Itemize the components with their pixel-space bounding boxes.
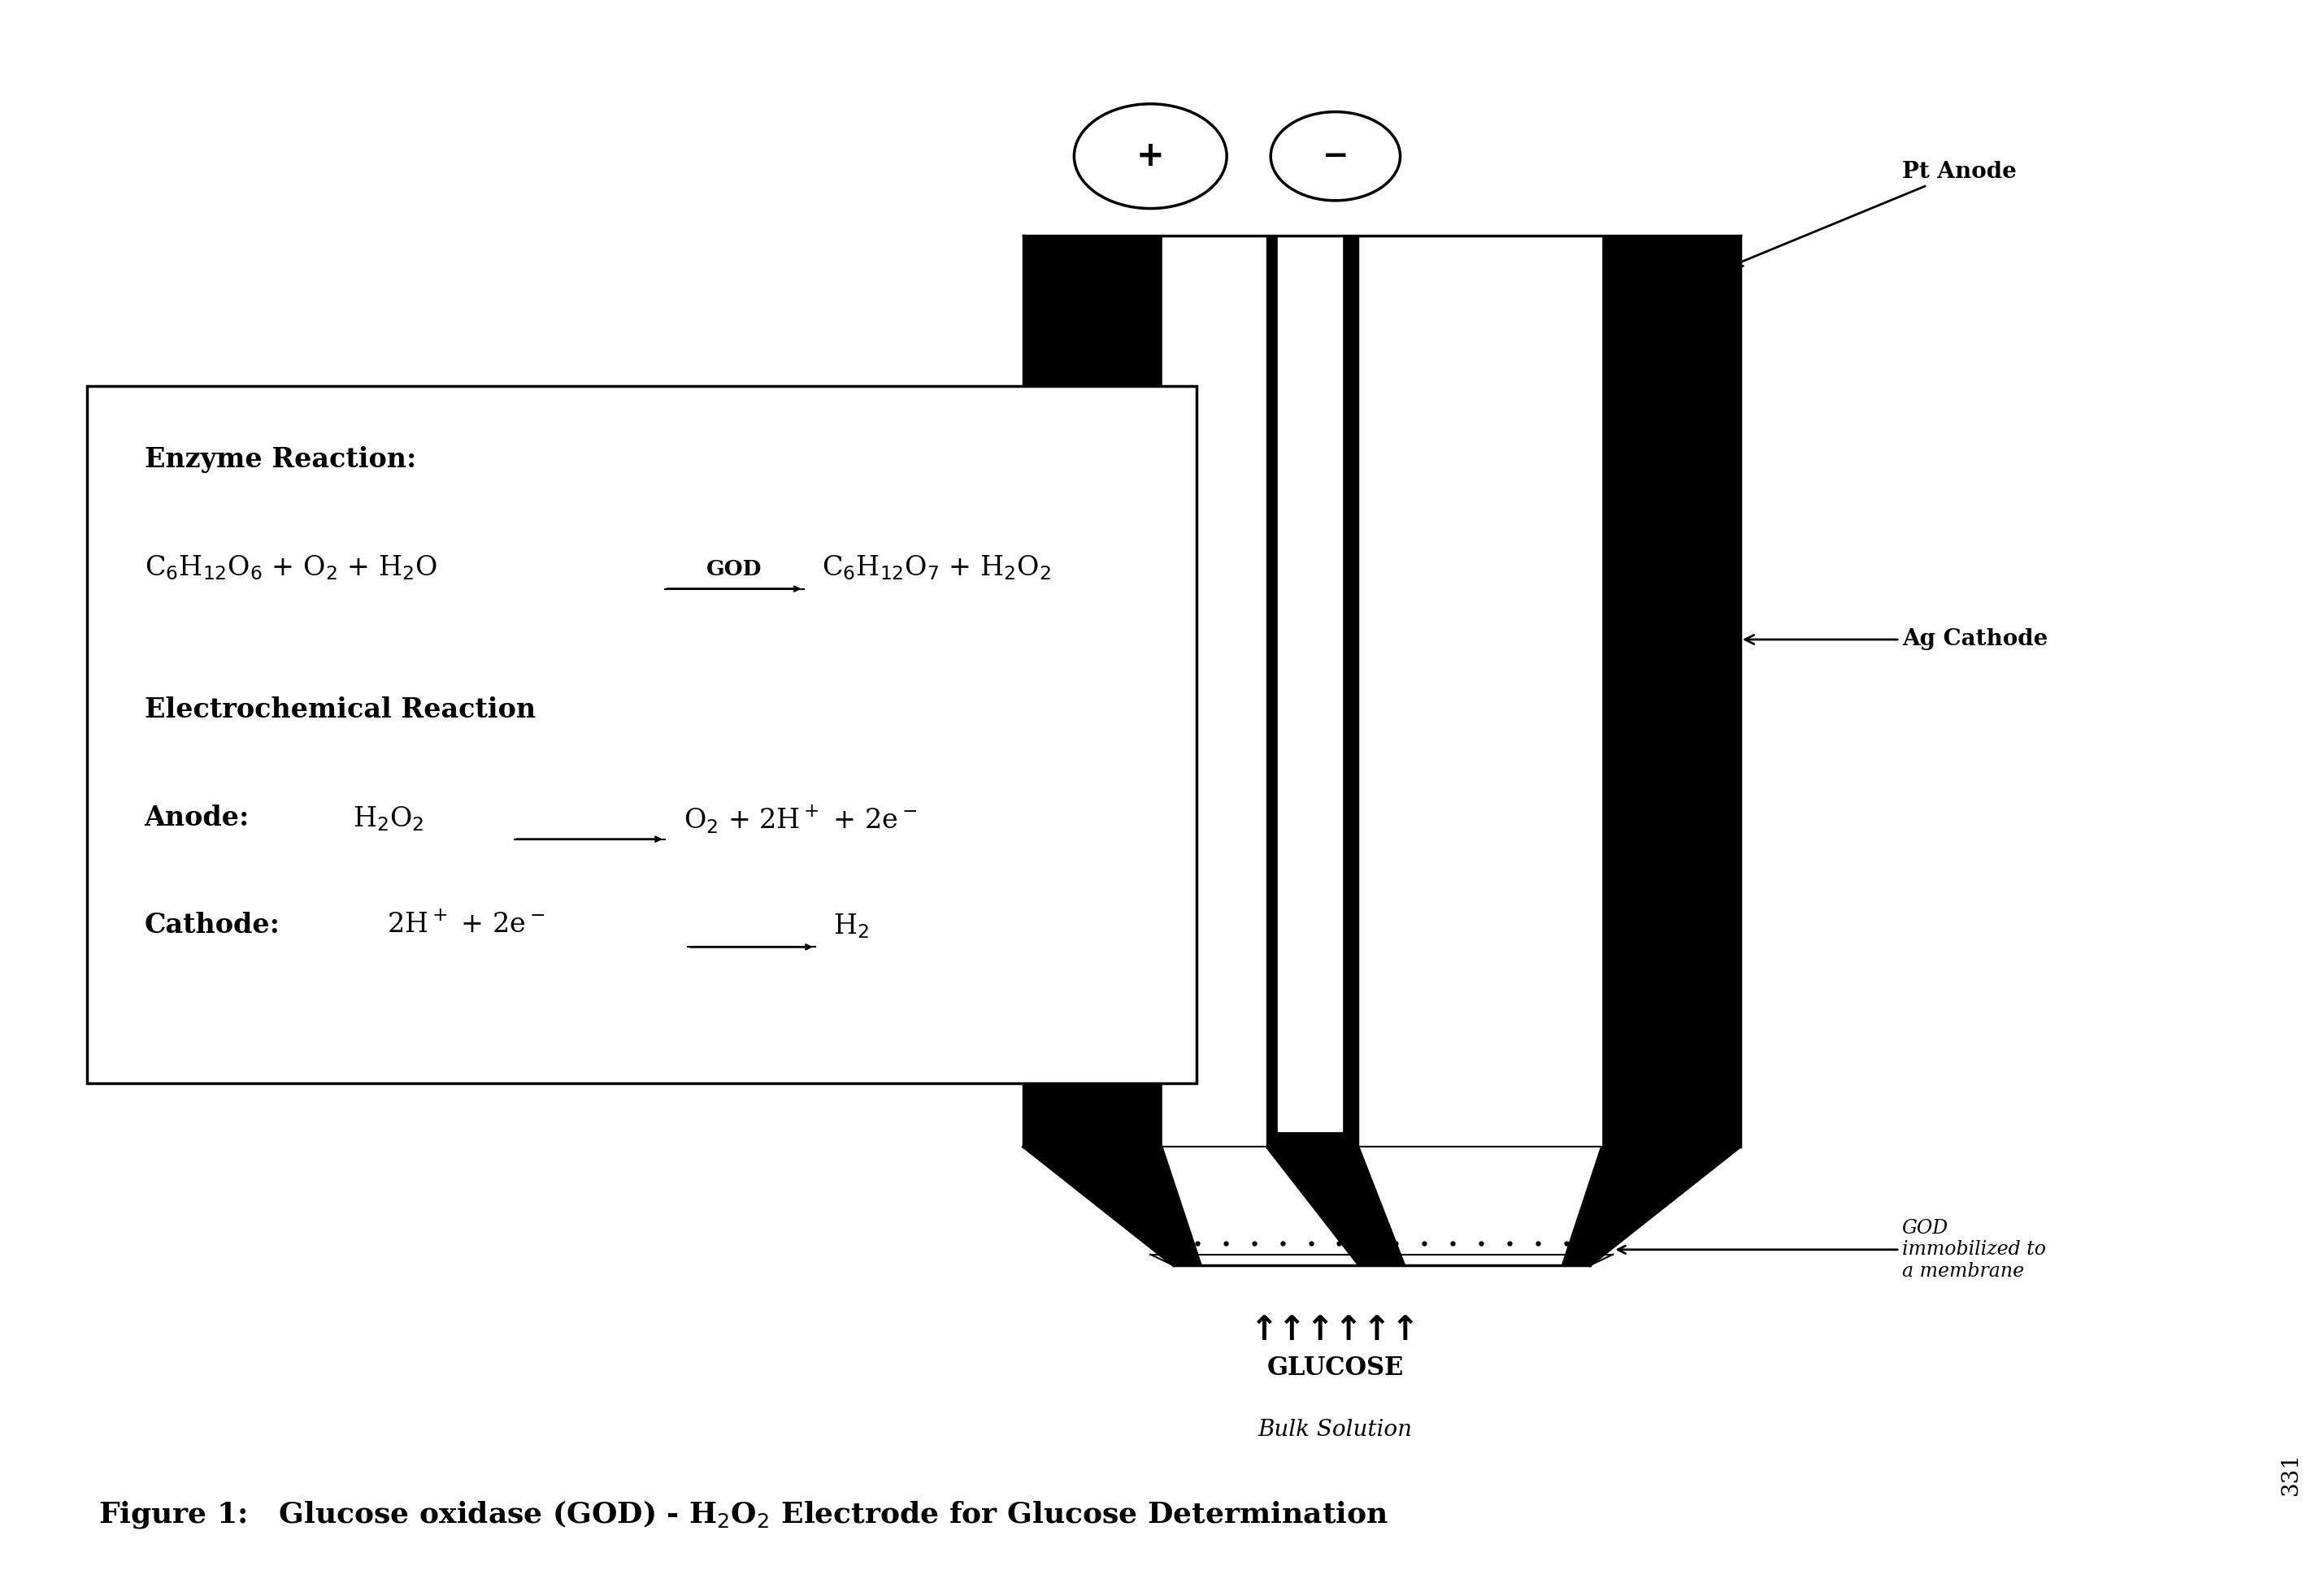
Polygon shape (1267, 1146, 1404, 1266)
FancyBboxPatch shape (86, 386, 1197, 1084)
Polygon shape (1023, 236, 1162, 1146)
Polygon shape (1162, 1146, 1601, 1266)
Text: C$_6$H$_{12}$O$_7$ + H$_2$O$_2$: C$_6$H$_{12}$O$_7$ + H$_2$O$_2$ (823, 554, 1050, 583)
Text: Cathode:: Cathode: (144, 911, 281, 938)
Polygon shape (1601, 236, 1741, 1146)
Polygon shape (1278, 236, 1343, 1132)
Text: GOD
immobilized to
a membrane: GOD immobilized to a membrane (1618, 1219, 2045, 1280)
Text: GOD: GOD (706, 559, 762, 579)
Polygon shape (1023, 236, 1741, 1146)
Polygon shape (1162, 236, 1601, 1146)
Text: Bulk Solution: Bulk Solution (1257, 1419, 1413, 1441)
Text: ↑↑↑↑↑↑: ↑↑↑↑↑↑ (1250, 1314, 1420, 1347)
Polygon shape (1023, 1146, 1741, 1266)
Polygon shape (1023, 1146, 1202, 1266)
Text: 331: 331 (2280, 1452, 2301, 1495)
Polygon shape (1562, 1146, 1741, 1266)
Text: Ag Cathode: Ag Cathode (1745, 629, 2047, 651)
Text: H$_2$: H$_2$ (834, 911, 869, 940)
Text: +: + (1136, 139, 1164, 174)
Text: Anode:: Anode: (144, 804, 249, 832)
Text: GLUCOSE: GLUCOSE (1267, 1357, 1404, 1381)
Text: O$_2$ + 2H$^+$ + 2e$^-$: O$_2$ + 2H$^+$ + 2e$^-$ (683, 804, 916, 835)
Text: −: − (1322, 140, 1348, 172)
Text: C$_6$H$_{12}$O$_6$ + O$_2$ + H$_2$O: C$_6$H$_{12}$O$_6$ + O$_2$ + H$_2$O (144, 554, 437, 583)
Text: Enzyme Reaction:: Enzyme Reaction: (144, 447, 416, 472)
Polygon shape (1150, 1254, 1613, 1266)
Text: Electrochemical Reaction: Electrochemical Reaction (144, 696, 535, 723)
Polygon shape (1267, 236, 1360, 1146)
Text: Pt Anode: Pt Anode (1734, 161, 2017, 267)
Text: H$_2$O$_2$: H$_2$O$_2$ (353, 804, 423, 833)
Text: 2H$^+$ + 2e$^-$: 2H$^+$ + 2e$^-$ (388, 911, 546, 938)
Text: Figure 1:   Glucose oxidase (GOD) - H$_2$O$_2$ Electrode for Glucose Determinati: Figure 1: Glucose oxidase (GOD) - H$_2$O… (98, 1499, 1387, 1531)
